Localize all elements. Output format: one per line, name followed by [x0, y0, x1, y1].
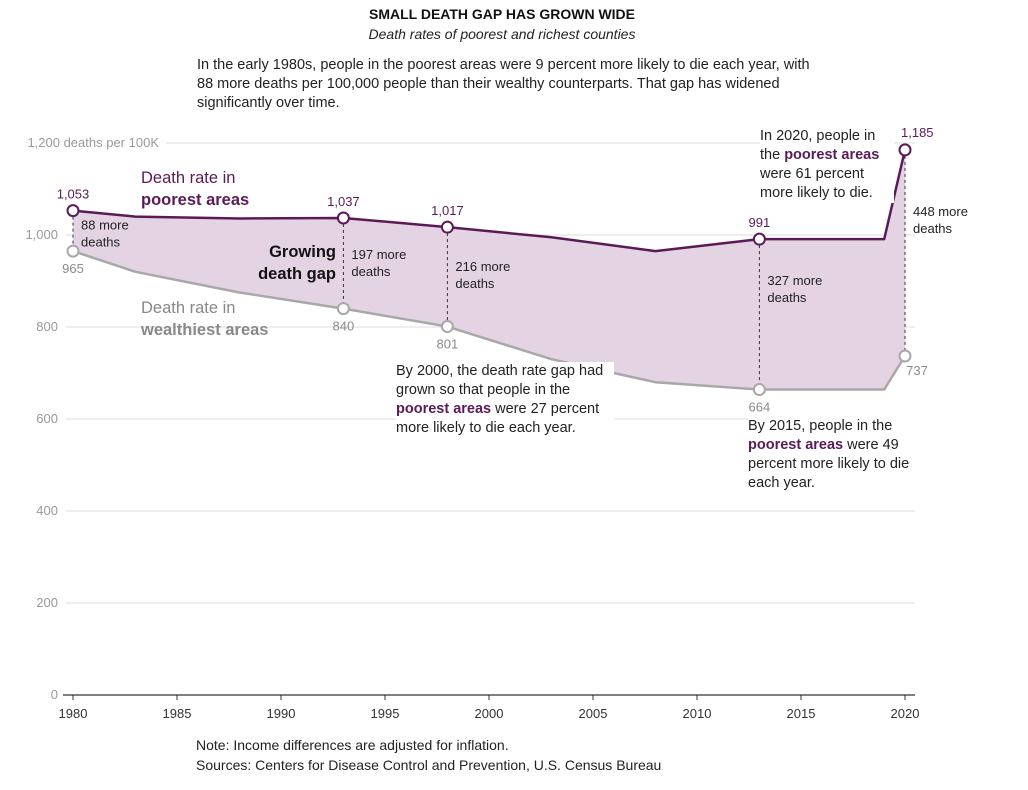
wealthiest-value-label: 801	[437, 337, 459, 352]
poorest-value-label: 1,053	[57, 187, 90, 202]
wealthiest-point	[66, 244, 80, 258]
annotation-2000-highlight: poorest areas	[396, 401, 492, 417]
wealthiest-value-label: 737	[906, 363, 928, 378]
legend-poorest: Death rate in poorest areas	[141, 167, 249, 211]
poorest-value-label: 1,037	[327, 194, 360, 209]
y-tick-label: 800	[36, 319, 58, 334]
poorest-line	[72, 149, 907, 253]
legend-wealthiest-line1: Death rate in	[141, 299, 236, 317]
poorest-value-label: 991	[749, 215, 771, 230]
legend-poorest-line1: Death rate in	[141, 169, 236, 187]
x-tick-label: 1980	[59, 706, 88, 721]
legend-poorest-line2: poorest areas	[141, 191, 250, 209]
annotation-2000-pre: By 2000, the death rate gap had grown so…	[396, 363, 604, 398]
x-tick-label: 2005	[579, 706, 608, 721]
gap-label: 448 more deaths	[913, 204, 968, 236]
y-tick-label: 1,200 deaths per 100K	[27, 135, 159, 150]
annotation-2000: By 2000, the death rate gap had grown so…	[396, 362, 614, 438]
annotation-2015-highlight: poorest areas	[748, 437, 844, 453]
annotation-2015: By 2015, people in the poorest areas wer…	[748, 417, 918, 493]
gap-guides: 88 more deaths 197 more deaths 216 more death…	[72, 155, 968, 384]
x-tick-label: 1985	[163, 706, 192, 721]
annotation-2015-post: were 49 percent more likely to die each …	[748, 437, 910, 491]
wealthiest-point	[440, 320, 454, 334]
annotation-2020: In 2020, people in the poorest areas wer…	[760, 127, 894, 203]
footer-note: Note: Income differences are adjusted fo…	[196, 737, 509, 753]
wealthiest-value-label: 965	[62, 261, 84, 276]
x-tick-label: 2015	[787, 706, 816, 721]
y-tick-label: 1,000	[25, 227, 58, 242]
value-labels: 1,053 1,037 1,017 991 1,185 965 840 801 664 737	[57, 125, 934, 415]
gap-label: 197 more deaths	[351, 247, 406, 279]
legend-wealthiest: Death rate in wealthiest areas	[141, 297, 269, 341]
poorest-value-label: 1,017	[431, 203, 464, 218]
wealthiest-point	[898, 349, 912, 363]
chart-subtitle: Death rates of poorest and richest count…	[368, 26, 636, 42]
poorest-point	[66, 204, 80, 218]
annotation-2015-pre: By 2015, people in the	[748, 418, 893, 434]
intro-text: In the early 1980s, people in the poores…	[197, 57, 810, 111]
poorest-point	[440, 220, 454, 234]
gap-label: 88 more deaths	[81, 218, 129, 250]
annotation-2000-post: were 27 percent more likely to die each …	[396, 401, 600, 436]
x-tick-label: 2020	[891, 706, 920, 721]
poorest-value-label: 1,185	[901, 125, 934, 140]
poorest-point	[898, 143, 912, 157]
poorest-point	[752, 232, 766, 246]
y-tick-label: 0	[51, 687, 58, 702]
x-tick-label: 2010	[683, 706, 712, 721]
y-tick-label: 400	[36, 503, 58, 518]
x-tick-label: 1995	[371, 706, 400, 721]
gap-area	[73, 149, 905, 390]
wealthiest-value-label: 664	[749, 400, 771, 415]
x-tick-label: 1990	[267, 706, 296, 721]
annotation-2020-pre: In 2020, people in the	[760, 128, 876, 163]
chart-title: SMALL DEATH GAP HAS GROWN WIDE	[369, 6, 635, 22]
wealthiest-line	[72, 249, 907, 391]
wealthiest-point	[336, 302, 350, 316]
gap-area-fill	[73, 149, 905, 390]
data-points	[66, 143, 912, 397]
legend-gap: Growing death gap	[236, 241, 336, 285]
poorest-point	[336, 211, 350, 225]
legend-wealthiest-line2: wealthiest areas	[141, 321, 269, 339]
x-axis: 1980 1985 1990 1995 2000 2005 2010 2015 2020	[59, 694, 920, 721]
y-tick-label: 200	[36, 595, 58, 610]
annotation-2020-highlight: poorest areas	[784, 147, 880, 163]
wealthiest-point	[752, 383, 766, 397]
gap-label: 327 more deaths	[767, 273, 822, 305]
annotation-2020-post: were 61 percent more likely to die.	[760, 166, 873, 201]
legend-gap-line2: death gap	[258, 265, 336, 283]
x-tick-label: 2000	[475, 706, 504, 721]
y-axis: 0 200 400 600 800 1,000 1,200 deaths per 100K	[25, 135, 159, 702]
series-lines	[72, 149, 907, 391]
wealthiest-value-label: 840	[333, 319, 355, 334]
gap-label: 216 more deaths	[455, 259, 510, 291]
y-tick-label: 600	[36, 411, 58, 426]
legend-gap-line1: Growing	[269, 243, 336, 261]
footer-sources: Sources: Centers for Disease Control and…	[196, 757, 662, 773]
